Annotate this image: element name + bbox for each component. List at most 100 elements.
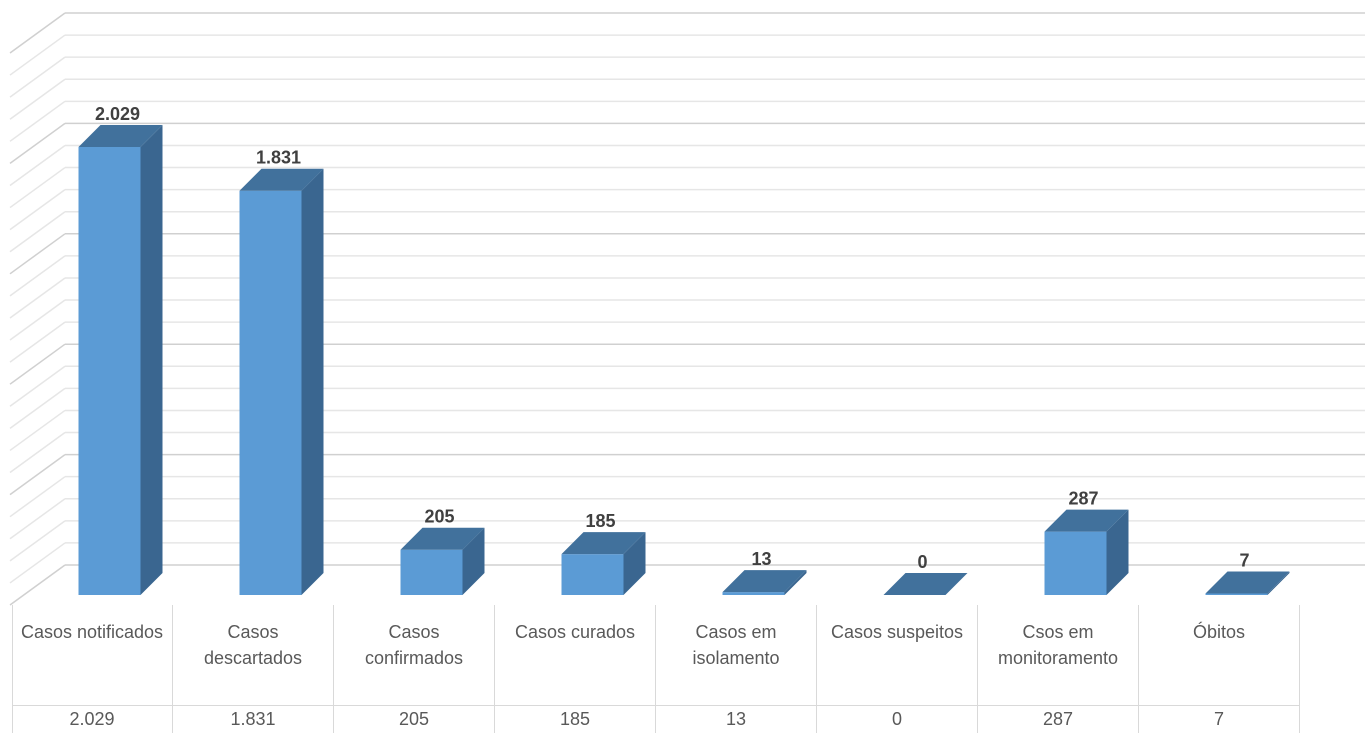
grid-line [9, 78, 1365, 120]
x-tick-label: Csos em monitoramento [978, 605, 1139, 705]
bar-top [239, 168, 324, 191]
grid-line [9, 34, 1365, 76]
data-label: 205 [424, 507, 454, 527]
x-tick-label: Casos suspeitos [817, 605, 978, 705]
grid-side [9, 233, 66, 275]
grid-side [9, 189, 66, 231]
grid-line [9, 166, 1365, 209]
bar-side [1106, 509, 1129, 595]
bar-side [301, 168, 324, 596]
grid-line [9, 542, 1365, 584]
grid-side [9, 476, 66, 518]
grid-side [9, 409, 66, 452]
data-label: 287 [1068, 489, 1098, 509]
bar-top [400, 527, 485, 550]
x-tick-label: Casos confirmados [334, 605, 495, 705]
data-label: 13 [751, 549, 771, 569]
grid-line [9, 188, 1365, 231]
grid-side [9, 542, 66, 584]
data-label: 0 [917, 552, 927, 572]
grid-side [9, 34, 66, 76]
grid-side [9, 166, 66, 209]
grid-side [9, 122, 66, 165]
bar-top [722, 570, 807, 593]
grid-line [9, 431, 1365, 474]
grid-side [9, 12, 66, 54]
grid-side [9, 144, 66, 187]
bar-top [78, 125, 163, 147]
grid-line [9, 144, 1365, 187]
bar [722, 570, 807, 595]
grid-line [9, 100, 1365, 142]
grid-side [9, 365, 66, 407]
bar-front [239, 190, 302, 596]
table-value: 13 [656, 705, 817, 733]
bar [1205, 571, 1290, 595]
grid-side [9, 255, 66, 297]
grid-side [9, 321, 66, 363]
grid-line [9, 343, 1365, 385]
bar-front [400, 549, 463, 595]
grid-line [9, 299, 1365, 341]
data-label: 2.029 [95, 104, 140, 124]
grid-line [9, 56, 1365, 98]
grid-side [9, 498, 66, 540]
bar-front [561, 554, 624, 595]
grid-side [9, 343, 66, 385]
bar-side [140, 125, 163, 595]
bar-front [1205, 593, 1268, 595]
bar-side [784, 570, 807, 595]
data-label: 7 [1239, 550, 1249, 570]
x-tick-label: Casos curados [495, 605, 656, 705]
x-tick-label: Casos em isolamento [656, 605, 817, 705]
table-value: 287 [978, 705, 1139, 733]
grid-side [9, 431, 66, 474]
grid-side [9, 453, 66, 496]
grid-line [9, 122, 1365, 165]
bar-side [623, 532, 646, 595]
bar [1044, 509, 1129, 595]
bar [78, 125, 163, 595]
grid-line [9, 321, 1365, 363]
table-value: 1.831 [173, 705, 334, 733]
grid-line [9, 453, 1365, 496]
grid-side [9, 211, 66, 253]
table-value: 2.029 [12, 705, 173, 733]
x-tick-label: Óbitos [1139, 605, 1300, 705]
data-label: 1.831 [256, 148, 301, 168]
bar-top [1205, 571, 1290, 594]
grid-line [9, 498, 1365, 540]
grid-side [9, 299, 66, 341]
bar-top [561, 532, 646, 555]
grid-line [9, 255, 1365, 297]
table-value: 185 [495, 705, 656, 733]
grid-line [9, 277, 1365, 319]
grid-line [9, 520, 1365, 562]
grid-side [9, 520, 66, 562]
grid-side [9, 387, 66, 429]
grid-line [9, 233, 1365, 275]
x-tick-label: Casos notificados [12, 605, 173, 705]
bar-side [462, 527, 485, 595]
bar-side [1267, 571, 1290, 595]
x-tick-label: Casos descartados [173, 605, 334, 705]
grid-line [9, 210, 1365, 253]
bar-front [722, 592, 785, 595]
grid-line [9, 564, 1365, 606]
grid-line [9, 475, 1365, 518]
grid-side [9, 277, 66, 319]
table-value: 205 [334, 705, 495, 733]
bar [400, 527, 485, 595]
grid-line [9, 387, 1365, 429]
bar-front [1044, 531, 1107, 595]
grid-line [9, 12, 1365, 54]
grid-side [9, 100, 66, 142]
table-value: 7 [1139, 705, 1300, 733]
grid-side [9, 78, 66, 120]
bar [239, 168, 324, 596]
grid-line [9, 365, 1365, 407]
table-value: 0 [817, 705, 978, 733]
bar-top [883, 573, 968, 595]
